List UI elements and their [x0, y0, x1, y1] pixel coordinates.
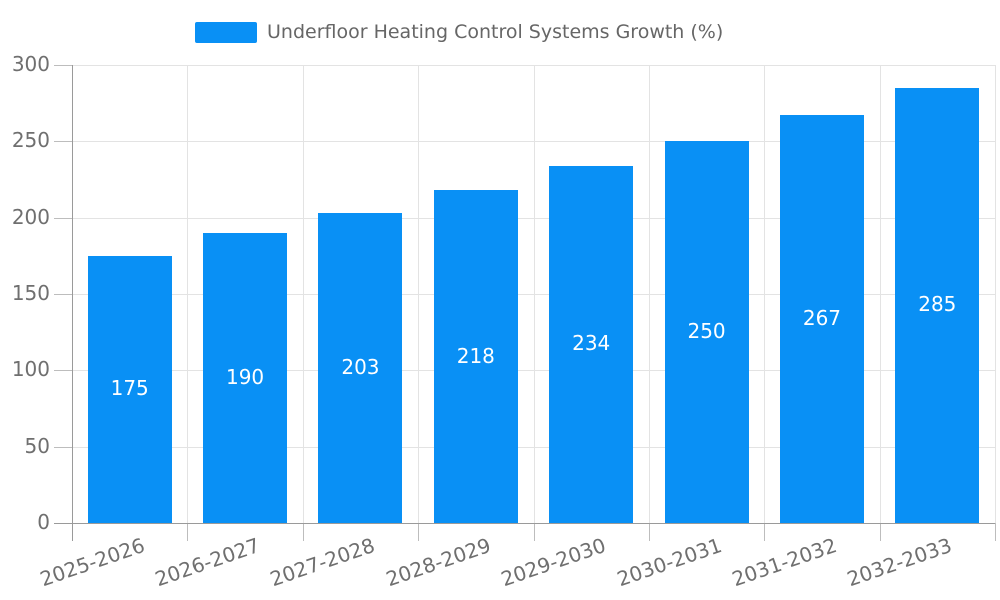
x-axis-tick	[418, 523, 420, 541]
bar-value-label: 267	[802, 306, 842, 331]
bar-2031-2032[interactable]	[779, 115, 864, 523]
y-axis-tick	[54, 446, 72, 448]
bar-value-label: 218	[456, 343, 495, 368]
x-axis-category-label: 2026-2027	[151, 533, 263, 592]
y-axis-tick-label: 150	[11, 281, 50, 305]
bar-2028-2029[interactable]	[433, 190, 518, 523]
x-axis-category-label: 2025-2026	[36, 533, 148, 592]
gridline-vertical	[302, 65, 304, 523]
y-axis-tick-label: 50	[24, 433, 50, 458]
bar-2026-2027[interactable]	[203, 232, 288, 523]
x-axis-tick	[533, 523, 535, 541]
x-axis-tick	[879, 523, 881, 541]
gridline-vertical	[418, 65, 420, 523]
bar-value-label: 250	[687, 319, 726, 344]
x-axis-tick	[302, 523, 304, 541]
y-axis-tick	[54, 217, 72, 219]
x-axis-category-label: 2031-2032	[728, 533, 840, 592]
bar-value-label: 190	[225, 364, 265, 389]
bar-2025-2026[interactable]	[87, 255, 172, 523]
x-axis-tick	[995, 523, 996, 541]
x-axis-category-label: 2027-2028	[267, 533, 379, 592]
x-axis-tick	[648, 523, 650, 541]
bar-value-label: 234	[572, 331, 611, 356]
gridline-vertical	[995, 65, 996, 523]
y-axis-tick	[54, 65, 72, 66]
x-axis-category-label: 2032-2033	[844, 533, 956, 592]
y-axis-tick-label: 200	[11, 204, 50, 229]
bar-value-label: 175	[110, 376, 149, 401]
x-axis-category-label: 2028-2029	[382, 533, 494, 592]
bar-2027-2028[interactable]	[318, 213, 403, 523]
bar-2029-2030[interactable]	[549, 165, 634, 523]
gridline-vertical	[187, 65, 189, 523]
x-axis-tick	[764, 523, 766, 541]
gridline-vertical	[533, 65, 535, 523]
x-axis-category-label: 2030-2031	[613, 533, 725, 592]
y-axis-tick	[54, 141, 72, 143]
bar-value-label: 203	[341, 355, 380, 380]
gridline-vertical	[879, 65, 881, 523]
y-axis-tick-label: 300	[11, 52, 50, 76]
bar-value-label: 285	[918, 292, 957, 317]
x-axis-line	[54, 523, 995, 524]
bar-2032-2033[interactable]	[895, 87, 980, 523]
legend[interactable]: Underfloor Heating Control Systems Growt…	[195, 19, 723, 45]
y-axis-tick	[54, 370, 72, 372]
y-axis-tick-label: 100	[11, 357, 50, 382]
x-axis-tick	[187, 523, 189, 541]
gridline-vertical	[764, 65, 766, 523]
y-axis-tick	[54, 294, 72, 295]
y-axis-line	[72, 65, 73, 541]
y-axis-tick-label: 250	[11, 128, 50, 153]
gridline-vertical	[648, 65, 650, 523]
y-axis-tick-label: 0	[37, 510, 50, 534]
bar-2030-2031[interactable]	[664, 141, 749, 523]
legend-label: Underfloor Heating Control Systems Growt…	[267, 21, 724, 43]
legend-swatch	[195, 21, 257, 43]
x-axis-category-label: 2029-2030	[498, 533, 610, 592]
